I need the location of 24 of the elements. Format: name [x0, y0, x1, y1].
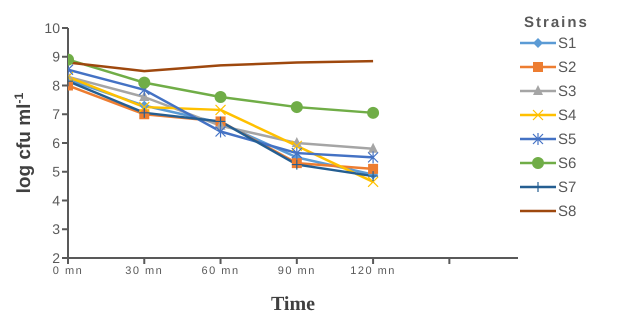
x-axis-title: Time [270, 293, 316, 315]
x-tick-label: 60 mn [202, 264, 240, 277]
x-tick-label: 90 mn [278, 264, 316, 277]
legend-title: Strains [524, 14, 590, 31]
legend-label: S8 [558, 202, 576, 220]
y-tick-label: 4 [52, 192, 60, 208]
y-tick-label: 7 [52, 106, 60, 122]
x-tick-label: 0 mn [52, 264, 84, 277]
y-tick-label: 9 [52, 48, 60, 65]
y-tick-label: 2 [52, 250, 60, 266]
y-tick-label: 5 [52, 164, 60, 180]
y-tick-label: 6 [52, 134, 60, 151]
x-tick-label: 120 mn [350, 264, 396, 277]
x-tick-label: 30 mn [125, 264, 164, 277]
legend-label: S1 [558, 34, 576, 52]
legend-label: S2 [558, 58, 576, 76]
legend-label: S5 [558, 130, 576, 148]
y-tick-label: 10 [44, 20, 60, 36]
legend-label: S3 [558, 82, 576, 100]
y-tick-label: 3 [52, 221, 60, 238]
legend-label: S4 [558, 106, 576, 124]
legend-label: S6 [558, 154, 576, 172]
y-tick-label: 8 [52, 77, 60, 94]
legend-label: S7 [558, 178, 576, 196]
